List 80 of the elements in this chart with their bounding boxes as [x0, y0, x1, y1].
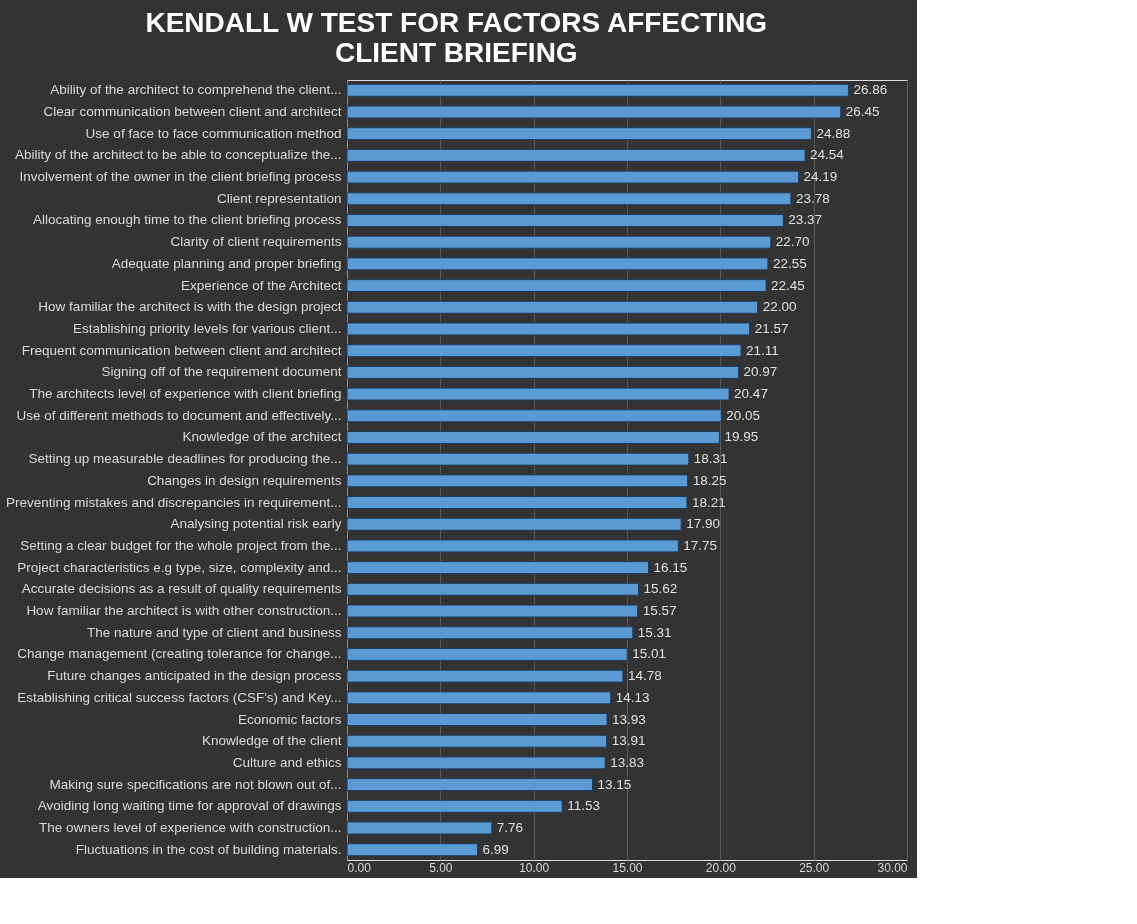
y-tick-label: Culture and ethics [232, 754, 342, 770]
x-tick-label: 25.00 [799, 860, 830, 875]
data-label: 24.88 [816, 125, 851, 141]
data-label: 20.47 [734, 386, 768, 402]
x-tick-label: 15.00 [612, 860, 643, 875]
data-label: 13.93 [612, 711, 646, 727]
y-tick-label: Analysing potential risk early [170, 516, 342, 532]
y-tick-label: Setting up measurable deadlines for producing the... [28, 451, 342, 467]
y-tick-label: Change management (creating tolerance for change... [17, 646, 342, 662]
data-label: 22.55 [772, 255, 807, 271]
data-label: 15.31 [637, 624, 672, 640]
x-tick-label: 10.00 [519, 860, 550, 875]
y-tick-label: Accurate decisions as a result of quality requirements [21, 581, 342, 597]
data-label: 21.57 [754, 320, 789, 336]
x-tick-label: 20.00 [705, 860, 737, 875]
data-label: 17.90 [686, 516, 720, 532]
data-label: 14.78 [627, 668, 662, 684]
y-tick-label: How familiar the architect is with the design project [38, 299, 342, 315]
y-tick-label: Allocating enough time to the client briefing process [33, 212, 342, 228]
y-tick-label: Establishing critical success factors (CSF's) and Key... [17, 689, 342, 705]
y-tick-label: Avoiding long waiting time for approval of drawings [37, 798, 342, 814]
y-tick-label: Making sure specifications are not blown out of... [49, 776, 342, 792]
y-tick-label: Ability of the architect to be able to conceptualize the... [15, 147, 342, 163]
y-tick-label: Use of face to face communication method [85, 125, 342, 141]
data-label: 23.37 [788, 212, 823, 228]
y-tick-label: The nature and type of client and business [87, 624, 342, 640]
y-tick-label: The architects level of experience with client briefing [29, 386, 342, 402]
data-label: 6.99 [482, 841, 509, 857]
data-label: 15.01 [632, 646, 666, 662]
data-label: 13.15 [597, 776, 632, 792]
data-label: 13.83 [610, 754, 644, 770]
y-tick-label: Preventing mistakes and discrepancies in requirement... [6, 494, 342, 510]
data-label: 16.15 [653, 559, 688, 575]
data-label: 17.75 [683, 537, 718, 553]
data-label: 22.70 [775, 234, 810, 250]
data-label: 18.21 [691, 494, 726, 510]
data-label: 11.53 [567, 798, 601, 814]
y-tick-label: Use of different methods to document and effectively... [16, 407, 342, 423]
y-tick-label: Experience of the Architect [180, 277, 342, 293]
data-label: 23.78 [795, 190, 830, 206]
data-label: 13.91 [611, 733, 646, 749]
data-label: 15.62 [643, 581, 678, 597]
data-label: 15.57 [642, 603, 677, 619]
y-tick-label: How familiar the architect is with other construction... [26, 603, 342, 619]
y-tick-label: Knowledge of the architect [182, 429, 342, 445]
y-tick-label: Economic factors [237, 711, 342, 727]
y-tick-label: Changes in design requirements [147, 472, 342, 488]
x-tick-label: 5.00 [429, 860, 453, 875]
y-tick-label: Fluctuations in the cost of building materials. [75, 841, 342, 857]
y-tick-label: Adequate planning and proper briefing [111, 255, 342, 271]
y-tick-label: Involvement of the owner in the client briefing process [19, 169, 342, 185]
x-tick-label: 30.00 [877, 860, 908, 875]
y-tick-label: The owners level of experience with construction... [39, 820, 342, 835]
data-label: 22.00 [762, 299, 797, 315]
data-label: 26.45 [845, 104, 880, 119]
y-tick-label: Establishing priority levels for various client... [72, 320, 342, 336]
data-label: 19.95 [724, 429, 759, 445]
data-label: 26.86 [853, 82, 888, 98]
data-label: 20.97 [743, 364, 778, 380]
data-label: 24.19 [803, 169, 838, 185]
y-tick-label: Frequent communication between client and architect [21, 342, 342, 358]
y-tick-label: Project characteristics e.g type, size, complexity and... [17, 559, 342, 575]
y-tick-label: Future changes anticipated in the design process [47, 668, 342, 684]
data-label: 24.54 [810, 147, 845, 163]
chart-title: KENDALL W TEST FOR FACTORS AFFECTING CLIENT BRIEFING [145, 7, 768, 68]
y-tick-label: Signing off of the requirement document [101, 364, 342, 380]
x-tick-label: 0.00 [347, 860, 372, 875]
y-tick-label: Clear communication between client and architect [43, 104, 342, 119]
y-tick-label: Knowledge of the client [201, 733, 342, 749]
data-label: 18.25 [692, 472, 727, 488]
data-label: 7.76 [496, 820, 524, 835]
y-tick-label: Setting a clear budget for the whole project from the... [20, 537, 342, 553]
data-label: 14.13 [615, 689, 650, 705]
data-label: 21.11 [746, 342, 779, 358]
y-tick-label: Ability of the architect to comprehend the client... [50, 82, 342, 98]
y-tick-label: Clarity of client requirements [170, 234, 342, 250]
y-tick-label: Client representation [216, 190, 342, 206]
data-label: 20.05 [726, 407, 761, 423]
data-label: 18.31 [693, 451, 728, 467]
data-label: 22.45 [771, 277, 805, 293]
